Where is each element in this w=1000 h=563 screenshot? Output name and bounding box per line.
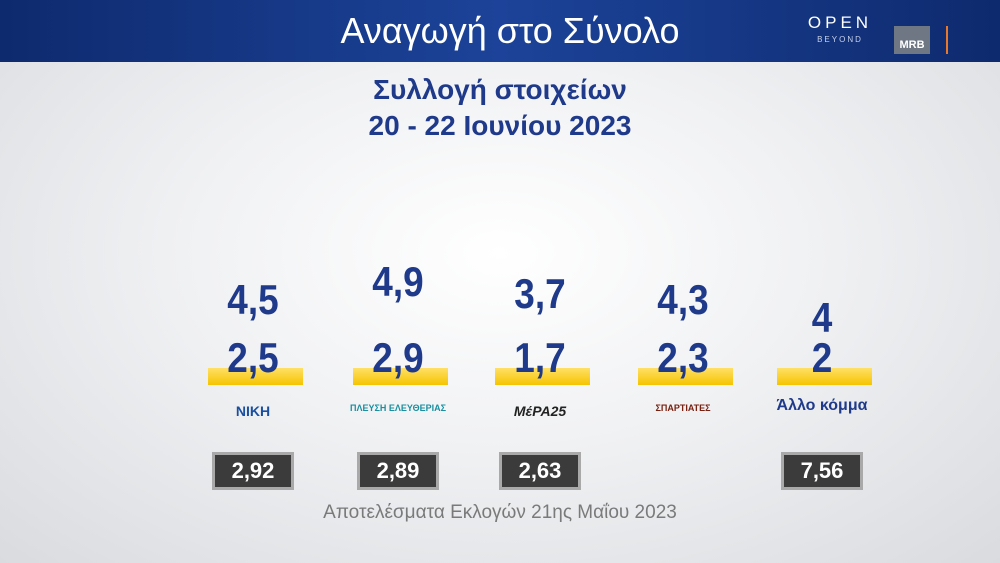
- highlight-bar: [208, 368, 303, 385]
- previous-result: 7,56: [781, 452, 863, 490]
- party-logo: ΠΛΕΥΣΗ ΕΛΕΥΘΕΡΙΑΣ: [350, 403, 446, 413]
- bottom-value: 1,7: [514, 334, 566, 381]
- party-logo: ΝΙΚΗ: [235, 403, 271, 419]
- previous-result: 2,92: [212, 452, 294, 490]
- header-bar: Αναγωγή στο Σύνολο OPEN BEYOND MRB: [0, 0, 1000, 62]
- top-value: 4,9: [372, 258, 424, 305]
- bottom-value: 2,3: [657, 334, 709, 381]
- bottom-value: 2: [811, 334, 833, 381]
- subtitle: 20 - 22 Ιουνίου 2023: [368, 110, 632, 141]
- subtitle: Συλλογή στοιχείων: [373, 74, 627, 105]
- divider: [946, 26, 948, 54]
- top-value: 4: [811, 294, 833, 341]
- top-value: 4,3: [657, 276, 709, 323]
- party-logo: ΜέΡΑ25: [513, 403, 567, 419]
- brand-sub: BEYOND: [817, 35, 863, 44]
- previous-result: 2,63: [499, 452, 581, 490]
- highlight-bar: [495, 368, 590, 385]
- bottom-value: 2,9: [372, 334, 424, 381]
- bottom-value: 2,5: [227, 334, 279, 381]
- top-value: 4,5: [227, 276, 279, 323]
- footer: Αποτελέσματα Εκλογών 21ης Μαΐου 2023: [323, 502, 677, 523]
- title: Αναγωγή στο Σύνολο: [340, 10, 680, 51]
- previous-result: 2,89: [357, 452, 439, 490]
- highlight-bar: [638, 368, 733, 385]
- pollster: MRB: [894, 26, 930, 54]
- party-logo: Άλλο κόμμα: [776, 397, 868, 414]
- top-value: 3,7: [514, 270, 566, 317]
- brand: OPEN: [807, 13, 873, 32]
- party-logo: ΣΠΑΡΤΙΑΤΕΣ: [655, 403, 711, 413]
- highlight-bar: [353, 368, 448, 385]
- highlight-bar: [777, 368, 872, 385]
